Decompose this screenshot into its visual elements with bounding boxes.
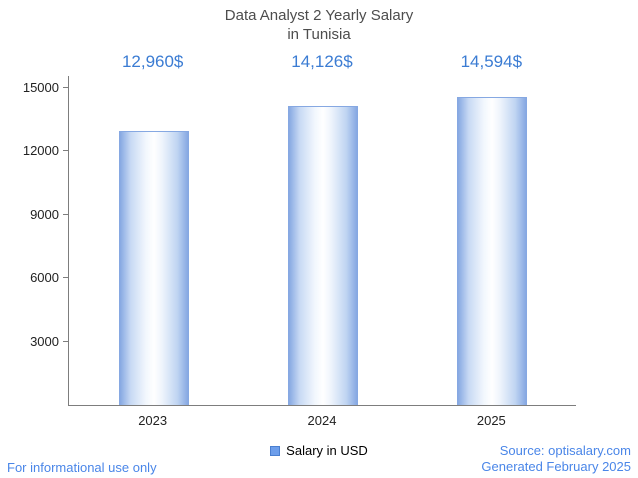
- y-tick-mark: [63, 87, 69, 88]
- y-tick-mark: [63, 213, 69, 215]
- x-axis-label: 2025: [476, 412, 506, 428]
- y-tick-label: 3000: [30, 333, 59, 349]
- chart-title-line1: Data Analyst 2 Yearly Salary: [224, 7, 414, 24]
- generated-text: Generated February 2025: [481, 458, 631, 474]
- chart-title-line2: in Tunisia: [287, 25, 351, 43]
- x-axis-labels-row: 2023 2024 2025: [68, 409, 576, 431]
- x-axis-label: 2023: [138, 412, 168, 428]
- bar-2025: [456, 96, 527, 405]
- bar-value-labels-row: 12,960$ 14,126$ 14,594$: [68, 52, 576, 74]
- bar-value-label: 12,960$: [121, 52, 184, 71]
- x-axis-label: 2024: [307, 412, 337, 428]
- legend-marker-icon: [270, 445, 281, 456]
- bar-2024: [287, 106, 358, 405]
- bar-column: [69, 76, 238, 405]
- y-tick-label: 12000: [22, 143, 59, 159]
- bar-column: [407, 76, 576, 405]
- bar-value-label: 14,126$: [291, 52, 353, 71]
- source-block: Source: optisalary.com Generated Februar…: [481, 443, 631, 476]
- bar-column: [238, 76, 407, 405]
- chart-title: Data Analyst 2 Yearly Salary in Tunisia: [0, 7, 638, 45]
- plot-area: 3000 6000 9000 12000 15000: [23, 76, 576, 406]
- source-text: Source: optisalary.com: [499, 442, 631, 458]
- bar-2023: [118, 131, 189, 405]
- disclaimer-text: For informational use only: [7, 460, 157, 475]
- legend-label: Salary in USD: [286, 443, 368, 458]
- legend: Salary in USD: [0, 443, 638, 458]
- y-tick-label: 6000: [30, 270, 59, 286]
- y-tick-label: 9000: [30, 206, 59, 222]
- chart-area: 12,960$ 14,126$ 14,594$ 3000 6000 9000 12000 1…: [23, 52, 576, 431]
- y-tick-mark: [63, 277, 69, 279]
- y-tick-mark: [63, 340, 69, 342]
- y-tick-label: 15000: [22, 80, 59, 95]
- y-tick-mark: [63, 150, 69, 152]
- bar-value-label: 14,594$: [460, 52, 523, 71]
